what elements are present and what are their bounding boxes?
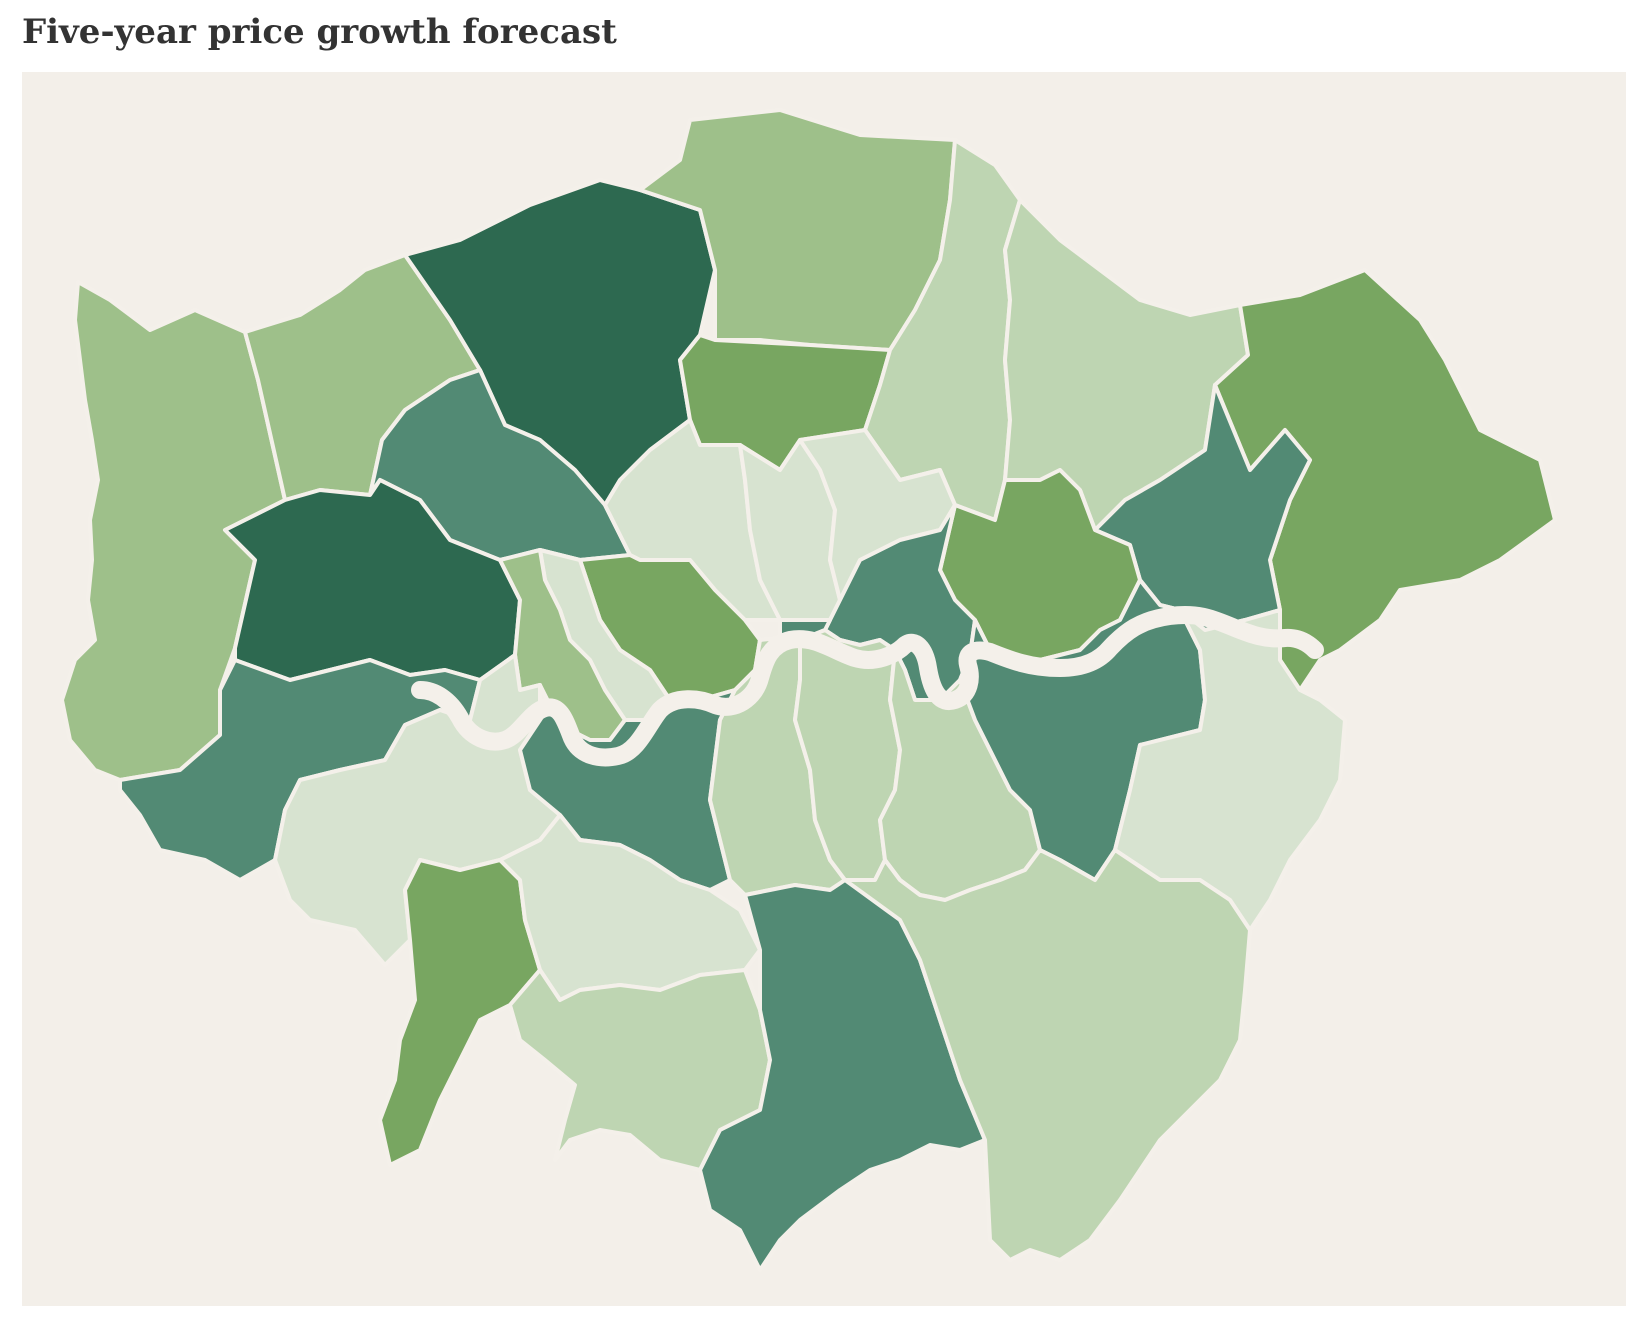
map-panel	[22, 72, 1626, 1306]
map-title: Five-year price growth forecast	[22, 12, 617, 52]
london-borough-map	[22, 72, 1626, 1306]
borough-bromley[interactable]	[843, 848, 1252, 1262]
river-thames	[411, 605, 1324, 767]
borough-bexley[interactable]	[1113, 608, 1347, 932]
